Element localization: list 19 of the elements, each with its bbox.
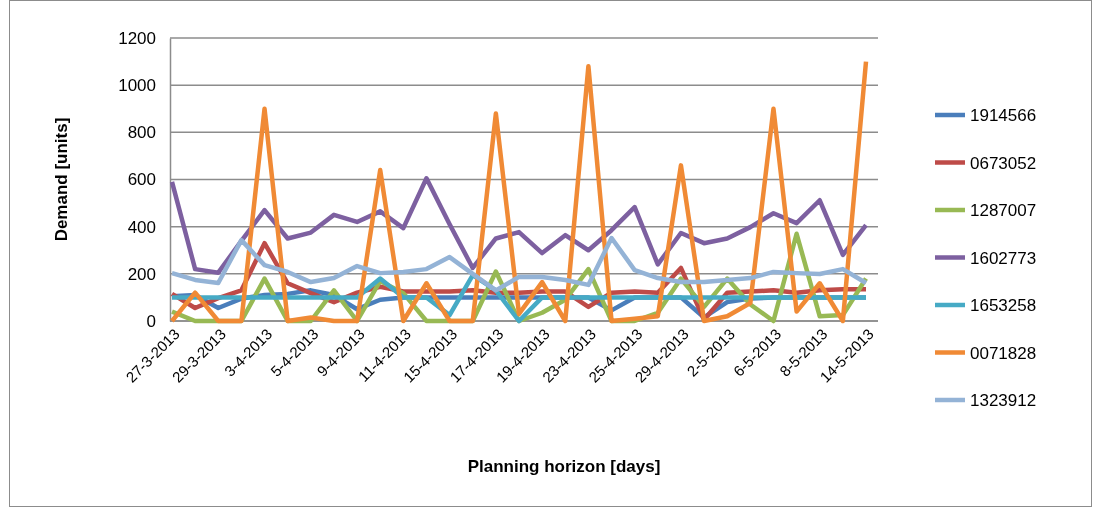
line-series [169, 235, 869, 293]
y-tick-label: 1000 [118, 76, 156, 96]
line-series [169, 59, 869, 324]
legend-label: 1323912 [970, 391, 1037, 410]
legend-label: 0673052 [970, 153, 1037, 173]
y-tick-label: 200 [127, 264, 156, 284]
legend-label: 1653258 [970, 296, 1037, 315]
legend-label: 1287007 [970, 201, 1037, 220]
y-tick-label: 0 [146, 311, 156, 331]
y-tick-label: 800 [127, 123, 156, 143]
y-tick-label: 1200 [118, 28, 156, 48]
legend-label: 1914566 [970, 106, 1037, 125]
legend-label: 1602773 [970, 248, 1037, 268]
legend-label: 0071828 [970, 343, 1037, 363]
line-series [169, 176, 869, 275]
y-tick-label: 600 [127, 170, 156, 190]
y-tick-label: 400 [127, 217, 156, 237]
y-axis-title: Demand [units] [52, 117, 71, 242]
x-axis-title: Planning horizon [days] [467, 457, 661, 476]
